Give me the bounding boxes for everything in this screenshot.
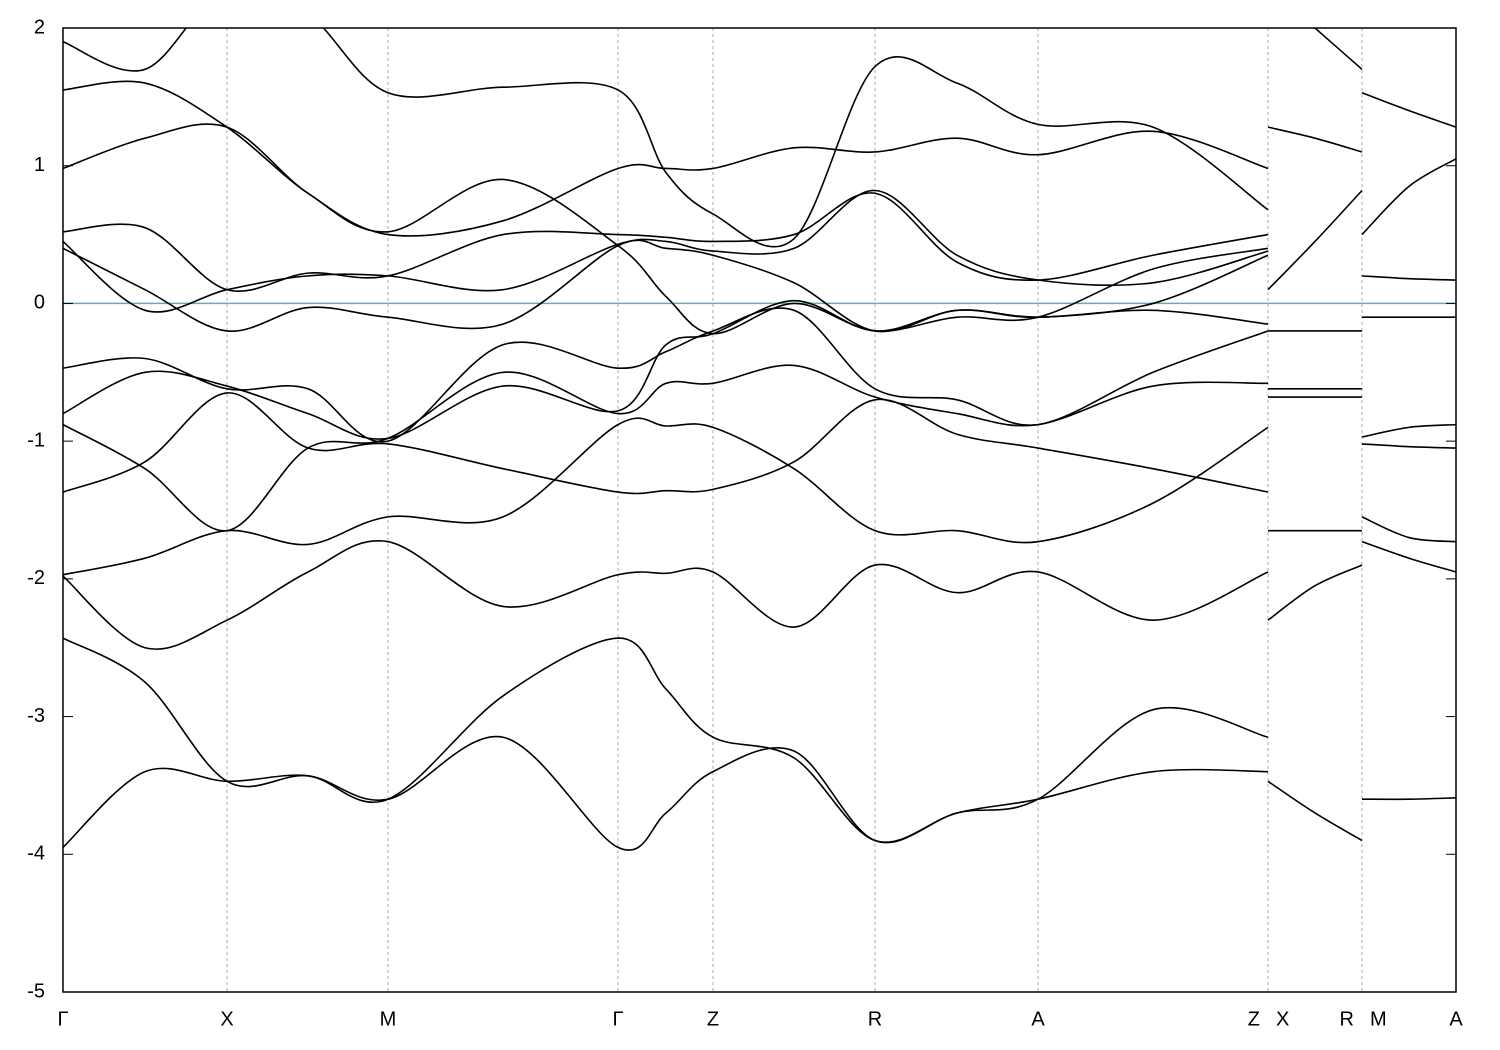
band-line	[1361, 540, 1456, 573]
x-tick-label: X	[1276, 1008, 1289, 1030]
y-tick-label: -4	[27, 843, 45, 865]
band-line	[1361, 797, 1456, 801]
band-line	[63, 539, 1269, 650]
y-tick-label: 0	[34, 292, 45, 314]
band-line	[1361, 91, 1456, 128]
y-tick-label: 1	[34, 154, 45, 176]
band-line	[63, 307, 1269, 443]
x-tick-label: R	[1340, 1008, 1354, 1030]
y-tick-label: 2	[34, 16, 45, 38]
band-line	[1361, 158, 1456, 236]
y-tick-label: -1	[27, 429, 45, 451]
x-tick-label: Γ	[612, 1008, 623, 1030]
y-tick-label: -5	[27, 980, 45, 1002]
x-tick-label: Z	[707, 1008, 719, 1030]
x-tick-label: M	[380, 1008, 397, 1030]
band-line	[63, 735, 1269, 851]
x-tick-label: X	[220, 1008, 233, 1030]
x-tick-label: M	[1370, 1008, 1387, 1030]
band-line	[1267, 780, 1363, 842]
band-line	[1361, 423, 1456, 438]
bands-layer	[63, 28, 1456, 851]
band-line	[63, 417, 1269, 576]
band-line	[63, 299, 1269, 440]
x-tick-label: Γ	[57, 1008, 68, 1030]
x-tick-label: A	[1449, 1008, 1463, 1030]
x-tick-label: Z	[1248, 1008, 1260, 1030]
band-line	[63, 123, 1269, 335]
band-line	[1267, 189, 1363, 291]
band-line	[63, 80, 1269, 237]
y-tick-label: -3	[27, 705, 45, 727]
band-line	[63, 189, 1269, 313]
x-tick-label: R	[868, 1008, 882, 1030]
band-line	[63, 637, 1269, 843]
band-line	[1361, 516, 1456, 543]
x-tick-label: A	[1031, 1008, 1045, 1030]
grid-layer	[226, 28, 1363, 992]
band-line	[1313, 28, 1363, 70]
band-line	[1267, 126, 1363, 153]
band-line	[63, 28, 1269, 248]
band-line	[63, 192, 1269, 292]
band-line	[1361, 443, 1456, 449]
band-line	[1267, 564, 1363, 621]
plot-frame	[62, 27, 1457, 993]
band-line	[1361, 275, 1456, 281]
band-line	[63, 392, 1269, 495]
y-tick-label: -2	[27, 567, 45, 589]
